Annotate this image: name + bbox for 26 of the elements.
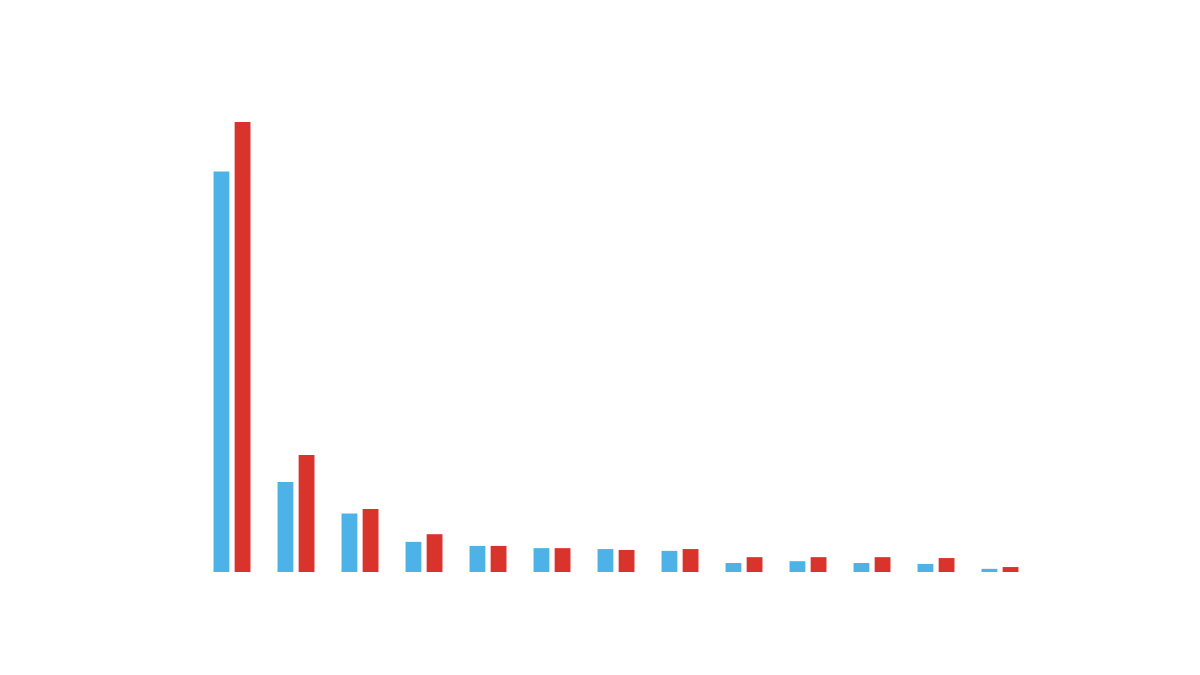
bar: [661, 550, 678, 572]
bar: [362, 509, 379, 572]
bar: [1002, 567, 1019, 572]
bar: [341, 513, 358, 572]
bar: [298, 455, 315, 572]
bar: [725, 563, 742, 572]
bar: [490, 545, 507, 572]
bar: [938, 558, 955, 572]
bar: [533, 548, 550, 572]
bar: [554, 548, 571, 572]
bar: [682, 549, 699, 572]
bar: [810, 557, 827, 572]
bar: [917, 563, 934, 572]
bar: [746, 557, 763, 572]
bar: [597, 549, 614, 572]
bar: [405, 541, 422, 572]
bar: [981, 568, 998, 572]
bar: [277, 482, 294, 572]
bar: [234, 122, 251, 572]
bar: [618, 549, 635, 572]
bar: [426, 534, 443, 572]
bar: [213, 171, 230, 572]
bar: [874, 557, 891, 572]
bar: [469, 545, 486, 572]
bar: [789, 561, 806, 572]
bar: [853, 563, 870, 572]
